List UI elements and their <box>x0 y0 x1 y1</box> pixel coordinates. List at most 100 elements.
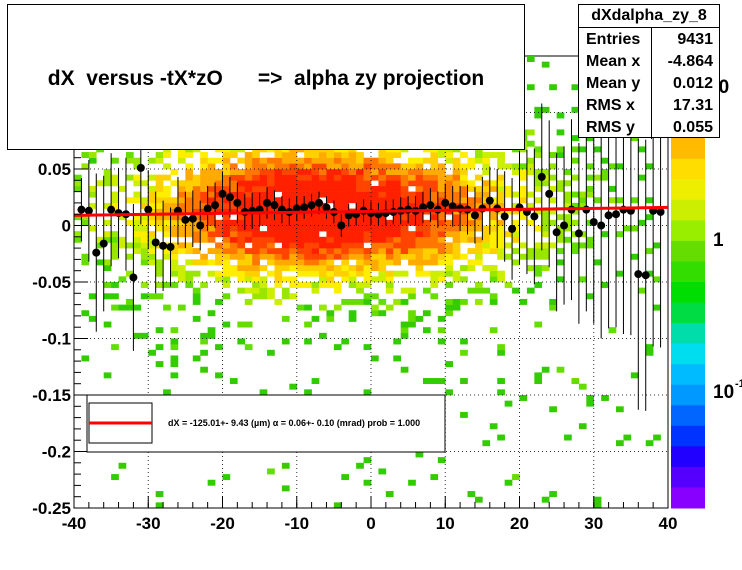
heatmap-cell <box>422 259 431 266</box>
heatmap-cell <box>252 214 260 221</box>
heatmap-cell <box>497 225 505 232</box>
heatmap-cell <box>534 321 543 328</box>
heatmap-cell <box>526 140 535 147</box>
heatmap-cell <box>497 208 505 215</box>
heatmap-cell <box>467 202 476 209</box>
heatmap-cell <box>185 191 194 198</box>
heatmap-cell <box>415 253 424 260</box>
heatmap-cell <box>133 180 142 187</box>
heatmap-cell <box>445 219 453 226</box>
heatmap-cell <box>489 298 498 305</box>
heatmap-cell <box>430 180 439 187</box>
heatmap-cell <box>571 135 580 142</box>
heatmap-cell <box>363 202 372 209</box>
heatmap-cell <box>244 163 253 170</box>
heatmap-cell <box>578 202 587 209</box>
heatmap-cell <box>363 174 372 181</box>
heatmap-cell <box>445 191 453 198</box>
heatmap-cell <box>192 219 201 226</box>
heatmap-cell <box>111 293 119 300</box>
heatmap-cell <box>356 174 364 181</box>
heatmap-cell <box>422 287 431 294</box>
heatmap-cell <box>430 378 439 384</box>
heatmap-cell <box>512 231 520 238</box>
profile-point <box>144 205 153 214</box>
heatmap-cell <box>571 208 580 215</box>
heatmap-cell <box>482 287 491 294</box>
profile-point <box>604 211 613 220</box>
heatmap-cell <box>385 270 394 277</box>
heatmap-cell <box>81 214 90 221</box>
heatmap-cell <box>289 276 298 283</box>
heatmap-cell <box>512 474 520 481</box>
heatmap-cell <box>556 214 565 221</box>
profile-point <box>441 198 450 207</box>
heatmap-cell <box>356 169 364 175</box>
heatmap-cell <box>296 169 305 175</box>
heatmap-cell <box>259 202 268 209</box>
heatmap-cell <box>437 338 446 345</box>
stats-label: RMS x <box>586 97 635 114</box>
heatmap-cell <box>460 349 468 356</box>
heatmap-cell <box>497 180 505 187</box>
heatmap-cell <box>378 310 387 317</box>
heatmap-cell <box>103 265 112 271</box>
heatmap-cell <box>541 208 550 215</box>
heatmap-cell <box>311 242 320 249</box>
heatmap-cell <box>460 231 468 238</box>
heatmap-cell <box>252 242 260 249</box>
heatmap-cell <box>408 253 416 260</box>
heatmap-cell <box>460 163 468 170</box>
heatmap-cell <box>393 242 401 249</box>
heatmap-cell <box>319 332 327 339</box>
heatmap-cell <box>415 265 424 271</box>
heatmap-cell <box>356 197 364 204</box>
heatmap-cell <box>207 259 216 266</box>
heatmap-cell <box>281 462 290 469</box>
heatmap-cell <box>200 208 208 215</box>
x-tick-label: -40 <box>62 514 87 533</box>
heatmap-cell <box>319 282 327 288</box>
heatmap-cell <box>319 180 327 187</box>
heatmap-cell <box>259 169 268 175</box>
x-tick-label: 30 <box>584 514 603 533</box>
heatmap-cell <box>111 191 119 198</box>
heatmap-cell <box>541 231 550 238</box>
heatmap-cell <box>363 180 372 187</box>
heatmap-cell <box>229 169 238 175</box>
heatmap-cell <box>274 253 283 260</box>
heatmap-cell <box>200 225 208 232</box>
heatmap-cell <box>586 135 595 142</box>
heatmap-cell <box>326 282 335 288</box>
heatmap-cell <box>267 287 275 294</box>
heatmap-cell <box>229 236 238 243</box>
heatmap-cell <box>326 248 335 255</box>
heatmap-cell <box>489 293 498 300</box>
heatmap-cell <box>319 253 327 260</box>
profile-point <box>263 198 272 207</box>
heatmap-cell <box>304 389 312 396</box>
heatmap-cell <box>415 157 424 164</box>
heatmap-cell <box>549 491 557 497</box>
heatmap-cell <box>244 157 253 164</box>
heatmap-cell <box>155 208 164 215</box>
colorbar-segment <box>671 446 705 468</box>
heatmap-cell <box>371 259 379 266</box>
heatmap-cell <box>378 298 387 305</box>
heatmap-cell <box>259 253 268 260</box>
heatmap-cell <box>363 248 372 255</box>
heatmap-cell <box>497 389 505 396</box>
profile-point <box>612 210 621 219</box>
heatmap-cell <box>155 191 164 198</box>
heatmap-cell <box>319 225 327 232</box>
heatmap-cell <box>252 259 260 266</box>
heatmap-cell <box>296 191 305 198</box>
heatmap-cell <box>215 248 223 255</box>
heatmap-cell <box>281 248 290 255</box>
heatmap-cell <box>289 231 298 238</box>
heatmap-cell <box>103 180 112 187</box>
heatmap-cell <box>430 270 439 277</box>
heatmap-cell <box>363 169 372 175</box>
heatmap-cell <box>229 163 238 170</box>
heatmap-cell <box>408 248 416 255</box>
